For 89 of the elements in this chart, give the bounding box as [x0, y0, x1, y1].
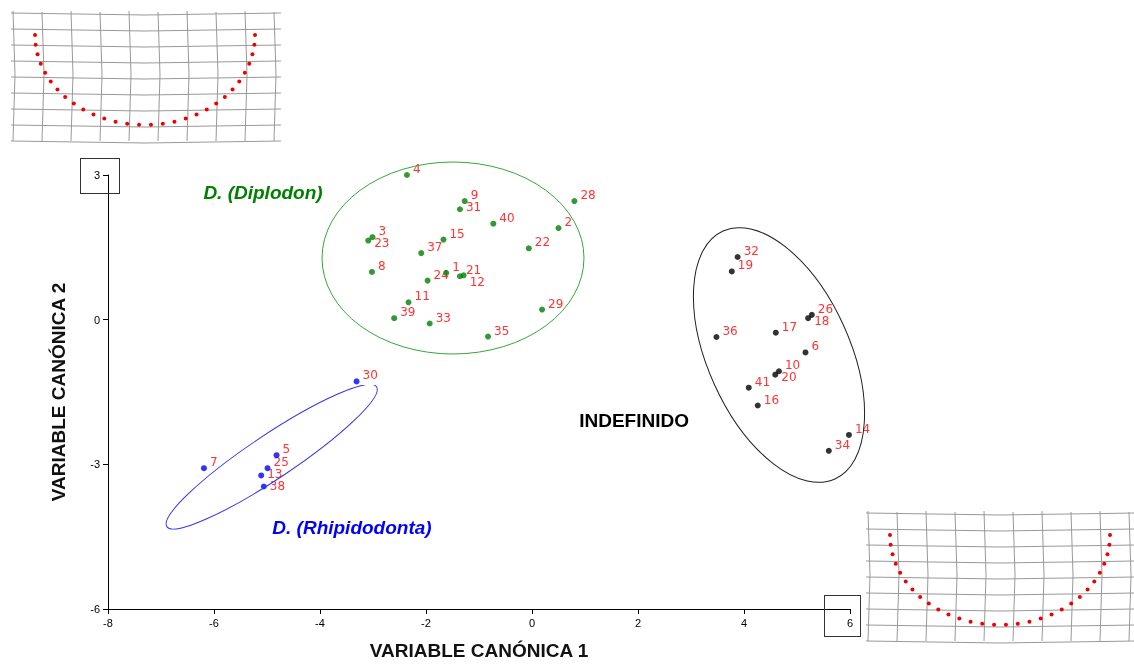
y-tick-label: 3: [93, 169, 100, 181]
point: [805, 315, 812, 322]
annotation: 32: [743, 243, 759, 258]
point: [772, 371, 779, 378]
text: D. (Diplodon): [203, 182, 323, 204]
series-label: D. (Rhipidodonta): [272, 516, 432, 538]
point: [525, 245, 532, 252]
annotation: 1: [452, 259, 460, 274]
point: [368, 268, 375, 275]
point: [754, 402, 761, 409]
point: [365, 237, 372, 244]
x-tick-label: -4: [315, 616, 325, 629]
annotation: 21: [465, 263, 482, 278]
annotation: 37: [427, 240, 443, 255]
point: [391, 315, 398, 322]
point: [418, 250, 425, 257]
annotation: 23: [374, 236, 390, 251]
y-tick-label: 0: [93, 313, 100, 326]
point: [490, 220, 497, 227]
annotation: 41: [754, 374, 771, 389]
annotation: 20: [781, 370, 797, 385]
x-tick-label: 4: [740, 616, 748, 629]
text: INDEFINIDO: [579, 409, 689, 431]
point: [802, 349, 809, 356]
point: [369, 234, 376, 241]
point: [461, 198, 468, 205]
annotation: 3: [378, 224, 387, 239]
annotation: 34: [834, 437, 851, 452]
point: [258, 472, 265, 479]
annotation: 6: [811, 339, 820, 354]
annotation: 29: [548, 296, 564, 311]
point: [456, 206, 463, 213]
annotation: 15: [449, 226, 465, 241]
annotation: 13: [267, 467, 283, 482]
x-tick-label: 6: [846, 616, 854, 629]
annotation: 35: [494, 323, 510, 338]
point: [353, 378, 360, 385]
x-tick-label: 2: [634, 616, 642, 629]
point: [485, 333, 492, 340]
point: [405, 299, 412, 306]
point: [713, 334, 720, 341]
annotation: 10: [784, 358, 801, 373]
annotation: 28: [580, 188, 596, 203]
annotation: 22: [534, 235, 551, 250]
annotation: 4: [412, 162, 421, 176]
x-tick-label: -8: [103, 616, 113, 629]
annotation: 39: [400, 305, 416, 320]
annotation: 5: [282, 442, 291, 457]
point: [728, 268, 735, 275]
annotation: 30: [362, 368, 378, 383]
y-axis-title: VARIABLE CANÓNICA 2: [48, 282, 69, 502]
point: [539, 306, 546, 313]
point: [845, 431, 852, 438]
point: [571, 198, 578, 205]
annotation: 11: [414, 289, 430, 304]
point: [745, 384, 752, 391]
point: [424, 277, 431, 284]
x-axis-title: VARIABLE CANÓNICA 1: [369, 640, 589, 661]
point: [460, 272, 467, 279]
annotation: 8: [377, 258, 386, 273]
point: [775, 368, 782, 375]
annotation: 40: [499, 210, 515, 225]
x-tick-label: -2: [421, 616, 431, 629]
y-tick-label: -3: [90, 458, 100, 471]
annotation: 18: [814, 313, 830, 328]
point: [772, 329, 779, 336]
point: [555, 225, 562, 232]
x-tick-label: 0: [528, 616, 536, 629]
annotation: 26: [817, 301, 834, 316]
annotation: 36: [722, 324, 738, 339]
point: [825, 447, 832, 454]
annotation: 31: [465, 200, 482, 215]
annotation: 24: [433, 267, 449, 282]
annotation: 33: [435, 310, 451, 325]
annotation: 12: [469, 275, 485, 290]
point: [808, 311, 815, 318]
y-tick-label: -6: [90, 603, 100, 615]
annotation: 17: [781, 319, 798, 334]
annotation: 19: [737, 258, 754, 273]
annotation: 25: [273, 455, 289, 470]
annotation: 2: [564, 215, 573, 230]
annotation: 7: [209, 455, 218, 470]
point: [403, 172, 410, 178]
annotation: 38: [269, 479, 286, 494]
annotation: 16: [763, 392, 780, 407]
annotation: 9: [470, 188, 479, 203]
x-tick-label: -6: [209, 616, 219, 629]
point: [734, 253, 741, 260]
point: [200, 465, 207, 472]
